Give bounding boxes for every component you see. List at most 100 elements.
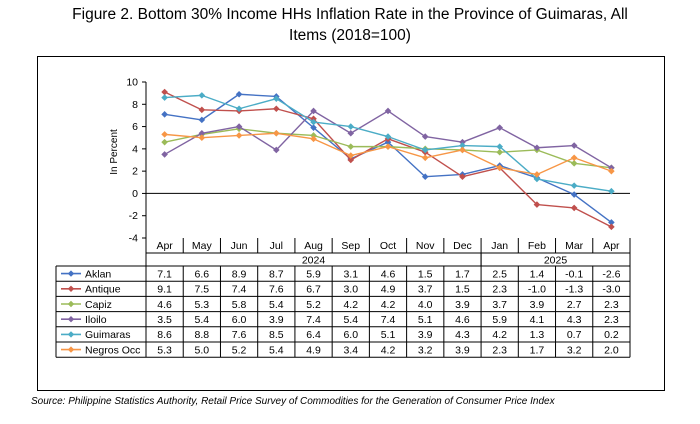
table-cell: 7.5 [195, 284, 210, 296]
data-point [198, 134, 206, 142]
table-cell: 5.4 [195, 314, 210, 326]
y-tick-label: 8 [132, 99, 138, 111]
table-cell: 8.9 [232, 268, 247, 280]
table-cell: 4.6 [157, 299, 172, 311]
data-point [347, 129, 355, 137]
table-cell: 7.4 [306, 314, 321, 326]
table-cell: 1.5 [455, 284, 470, 296]
table-cell: 5.1 [381, 329, 396, 341]
table-cell: 8.7 [269, 268, 284, 280]
table-cell: 2.3 [604, 299, 619, 311]
table-cell: 4.1 [530, 314, 545, 326]
table-cell: 6.6 [195, 268, 210, 280]
data-point [570, 142, 578, 149]
chart-title-line-1: Figure 2. Bottom 30% Income HHs Inflatio… [72, 6, 628, 23]
y-tick-label: -2 [129, 210, 138, 222]
table-cell: 3.9 [269, 314, 284, 326]
table-cell: 7.6 [232, 329, 247, 341]
table-cell: 4.2 [343, 299, 358, 311]
table-cell: -1.0 [528, 284, 546, 296]
table-cell: 1.7 [455, 268, 470, 280]
data-point [310, 118, 317, 126]
table-cell: 6.0 [343, 329, 358, 341]
x-category-label: Jan [491, 240, 508, 252]
table-cell: 2.3 [492, 344, 507, 356]
y-tick-label: -4 [129, 233, 138, 245]
data-point [570, 154, 578, 162]
table-cell: 5.4 [343, 314, 358, 326]
table-cell: 8.8 [195, 329, 210, 341]
table-cell: 4.3 [567, 314, 582, 326]
data-point [459, 173, 466, 181]
data-point [347, 152, 355, 159]
year-group-label: 2025 [544, 255, 568, 267]
data-point [533, 175, 541, 183]
data-point [161, 131, 168, 138]
data-point [533, 201, 541, 208]
data-point [496, 164, 503, 172]
data-point [384, 138, 392, 146]
table-cell: 0.2 [604, 329, 619, 341]
data-point [198, 106, 206, 114]
table-cell: 4.2 [381, 344, 396, 356]
table-cell: 2.3 [604, 314, 619, 326]
data-point [608, 164, 615, 172]
data-point [310, 132, 317, 139]
data-point [310, 124, 317, 131]
x-category-label: Dec [453, 240, 472, 252]
table-cell: 7.4 [232, 284, 247, 296]
legend-label: Capiz [85, 299, 112, 311]
y-tick-label: 4 [132, 143, 138, 155]
data-point [161, 94, 168, 101]
data-point [235, 123, 243, 130]
y-tick-label: 10 [126, 77, 138, 89]
data-point [421, 154, 429, 162]
x-category-label: Sep [341, 240, 360, 252]
data-point [421, 173, 429, 181]
data-point [384, 133, 392, 140]
x-category-label: Jun [231, 240, 248, 252]
table-cell: 2.0 [604, 344, 619, 356]
table-cell: -3.0 [602, 284, 620, 296]
data-point [459, 146, 466, 154]
data-point [533, 144, 541, 152]
data-point [570, 160, 578, 167]
table-cell: 1.5 [418, 268, 433, 280]
table-cell: -1.3 [565, 284, 583, 296]
data-point [235, 132, 243, 139]
table-cell: 4.9 [381, 284, 396, 296]
data-point [533, 171, 541, 178]
legend-key-marker [67, 346, 75, 353]
x-category-label: Nov [416, 240, 435, 252]
data-point [570, 191, 578, 198]
data-point [421, 133, 429, 140]
data-point [161, 88, 168, 96]
table-cell: 5.0 [195, 344, 210, 356]
data-point [421, 146, 429, 154]
data-point [496, 124, 503, 131]
legend-key-marker [67, 300, 75, 308]
table-cell: 5.2 [232, 344, 247, 356]
table-cell: 1.7 [530, 344, 545, 356]
table-cell: 4.6 [381, 268, 396, 280]
data-point [384, 143, 392, 150]
data-point [608, 187, 615, 195]
table-cell: 5.4 [269, 344, 284, 356]
table-cell: 3.9 [455, 299, 470, 311]
data-point [608, 167, 615, 175]
table-cell: 8.6 [157, 329, 172, 341]
table-cell: 3.9 [455, 344, 470, 356]
x-category-label: Apr [156, 240, 173, 252]
y-axis-label: In Percent [109, 129, 120, 175]
data-point [161, 151, 168, 158]
table-cell: 0.7 [567, 329, 582, 341]
table-cell: 7.6 [269, 284, 284, 296]
data-point [459, 138, 466, 146]
legend-key-marker [67, 270, 75, 277]
legend-label: Aklan [85, 268, 111, 280]
source-note: Source: Philippine Statistics Authority,… [31, 396, 555, 407]
data-point [496, 143, 503, 150]
table-cell: 5.3 [195, 299, 210, 311]
table-cell: 3.2 [567, 344, 582, 356]
